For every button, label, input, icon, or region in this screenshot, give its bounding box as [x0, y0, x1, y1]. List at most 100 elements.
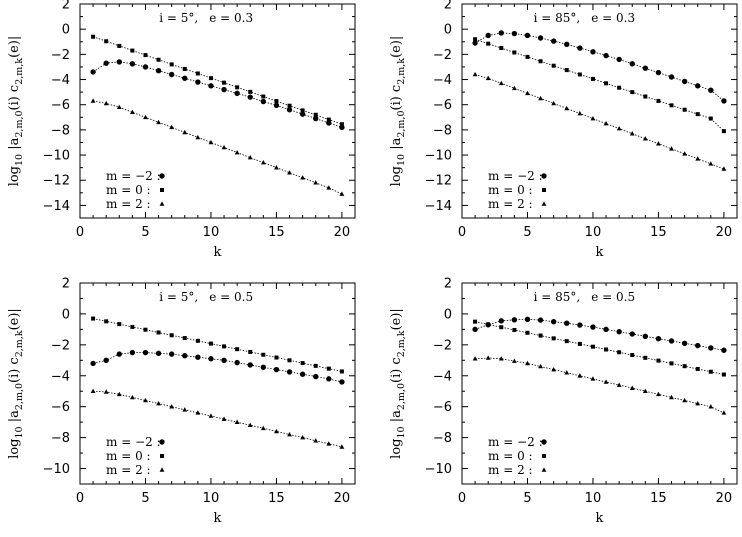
data-point [313, 363, 318, 368]
x-axis-label: k [596, 245, 604, 260]
series-line [93, 318, 342, 372]
legend-label: m = 0 : [488, 449, 533, 463]
data-point [274, 99, 279, 104]
data-point [525, 54, 530, 59]
y-tick-label: −12 [425, 174, 452, 189]
annotation-eccentricity: e = 0.5 [209, 290, 253, 304]
data-point [104, 39, 109, 44]
data-point [643, 355, 648, 360]
legend-label: m = −2 : [488, 435, 543, 449]
series-line [93, 390, 342, 448]
x-tick-label: 0 [76, 225, 84, 240]
data-point [524, 316, 531, 323]
data-point [616, 126, 622, 131]
data-point [498, 30, 504, 36]
data-point [247, 362, 253, 368]
data-point [721, 372, 726, 377]
data-point [90, 360, 96, 367]
legend-label: m = −2 : [488, 169, 543, 183]
data-point [129, 61, 136, 67]
data-point [511, 317, 518, 323]
x-tick-label: 0 [458, 225, 466, 240]
y-tick-label: 2 [444, 277, 452, 292]
data-point [287, 170, 292, 175]
series-line [93, 100, 343, 195]
data-point [590, 324, 596, 330]
x-tick-label: 5 [141, 225, 149, 240]
data-point [234, 419, 240, 424]
series-square [91, 316, 344, 374]
data-point [604, 81, 609, 86]
data-point [182, 407, 188, 412]
plot-frame [461, 282, 738, 485]
data-point [708, 116, 713, 121]
data-point [234, 90, 240, 97]
x-tick-label: 20 [334, 225, 351, 240]
data-point [617, 85, 622, 90]
y-axis-label: log10 |a2,m,0(i) c2,m,k(e)| [7, 308, 25, 459]
data-point [642, 388, 648, 394]
y-tick-label: 0 [62, 307, 70, 322]
data-point [708, 161, 714, 166]
data-point [116, 391, 122, 397]
data-point [116, 59, 122, 65]
data-point [169, 124, 175, 130]
data-point [155, 350, 162, 357]
x-tick-label: 20 [334, 491, 351, 506]
data-point [274, 355, 279, 360]
data-point [681, 340, 688, 346]
x-tick-label: 15 [268, 225, 285, 240]
data-point [655, 69, 662, 76]
data-point [129, 109, 135, 115]
data-point [91, 316, 96, 321]
data-point [550, 38, 557, 44]
data-point [629, 331, 635, 337]
legend-marker [541, 467, 547, 472]
series-triangle [90, 388, 345, 449]
data-point [286, 369, 293, 375]
data-point [695, 83, 701, 89]
data-point [564, 320, 570, 326]
data-point [169, 62, 174, 67]
x-tick-label: 10 [585, 491, 602, 506]
data-point [195, 354, 201, 360]
data-point [339, 444, 345, 449]
y-axis-label: log10 |a2,m,0(i) c2,m,k(e)| [389, 36, 407, 187]
legend-marker [159, 173, 165, 179]
x-tick-label: 10 [203, 491, 220, 506]
data-point [485, 75, 491, 81]
data-point [142, 64, 149, 70]
y-tick-label: −2 [433, 48, 452, 63]
data-point [117, 322, 122, 327]
y-tick-label: −4 [51, 73, 70, 88]
y-tick-label: −8 [51, 123, 70, 138]
y-tick-label: −4 [433, 73, 452, 88]
y-tick-label: −6 [51, 98, 70, 113]
data-point [642, 136, 648, 141]
data-point [326, 117, 331, 122]
data-point [182, 352, 188, 359]
data-point [537, 35, 544, 41]
legend-marker [541, 173, 547, 179]
data-point [222, 344, 227, 349]
data-point [537, 317, 544, 323]
data-point [499, 325, 504, 330]
data-point [577, 322, 583, 328]
data-point [682, 151, 688, 156]
plot-frame [461, 3, 738, 219]
data-point [235, 85, 240, 90]
data-point [668, 74, 675, 80]
data-point [326, 366, 331, 371]
data-point [669, 103, 674, 108]
data-point [286, 107, 293, 113]
data-point [656, 98, 661, 103]
y-tick-label: −14 [425, 199, 452, 214]
series-triangle [90, 98, 345, 196]
data-point [300, 435, 306, 440]
data-point [473, 37, 478, 42]
data-point [168, 351, 175, 357]
data-point [313, 180, 319, 185]
y-tick-label: 2 [444, 0, 452, 13]
data-point [695, 366, 700, 371]
